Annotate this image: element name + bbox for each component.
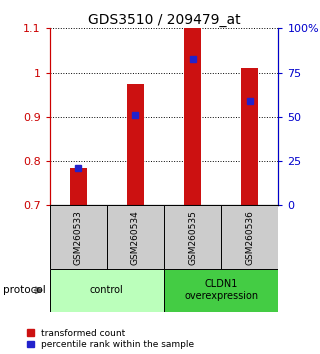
Bar xyxy=(164,205,221,269)
Title: GDS3510 / 209479_at: GDS3510 / 209479_at xyxy=(88,13,240,27)
Text: GSM260535: GSM260535 xyxy=(188,210,197,265)
Text: GSM260533: GSM260533 xyxy=(74,210,83,265)
Bar xyxy=(107,205,164,269)
Text: control: control xyxy=(90,285,124,295)
Text: GSM260536: GSM260536 xyxy=(245,210,254,265)
Bar xyxy=(164,269,278,312)
Bar xyxy=(241,68,258,205)
Bar xyxy=(70,168,87,205)
Bar xyxy=(184,28,201,205)
Text: GSM260534: GSM260534 xyxy=(131,210,140,264)
Legend: transformed count, percentile rank within the sample: transformed count, percentile rank withi… xyxy=(27,329,195,349)
Bar xyxy=(221,205,278,269)
Text: protocol: protocol xyxy=(3,285,46,295)
Bar xyxy=(127,84,144,205)
Text: CLDN1
overexpression: CLDN1 overexpression xyxy=(184,279,258,301)
Bar xyxy=(50,269,164,312)
Bar xyxy=(50,205,107,269)
